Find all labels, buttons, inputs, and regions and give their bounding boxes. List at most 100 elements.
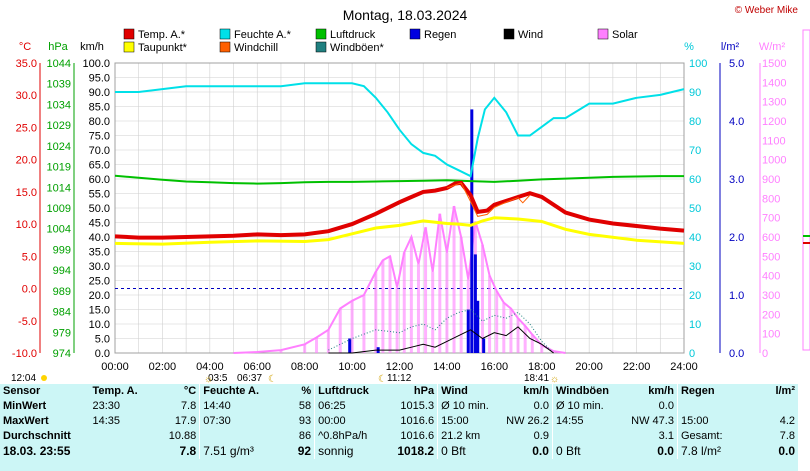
tick-label-pressure: 1044 — [47, 58, 71, 70]
legend-swatch-feuchte-a — [219, 28, 231, 40]
tick-label-solar: 900 — [762, 174, 780, 186]
rain-bar — [482, 338, 486, 353]
tick-label-humidity: 20 — [689, 290, 701, 302]
series-line-luftdruck — [114, 174, 684, 185]
table-cell: 15:00 — [676, 414, 752, 429]
tick-label-temp: 30.0 — [16, 90, 37, 102]
table-cell: 1015.3 — [400, 400, 435, 412]
tick-label-wind: 75.0 — [89, 131, 110, 143]
table-cell: 1016.6 — [400, 415, 435, 427]
tick-label-wind: 55.0 — [89, 189, 110, 201]
table-cell: ^0.8hPa/h — [314, 429, 387, 444]
tick-label-wind: 65.0 — [89, 160, 110, 172]
tick-label-pressure: 1024 — [47, 141, 71, 153]
header-rain-unit: l/m² — [775, 385, 795, 397]
table-cell — [676, 399, 752, 414]
sun-time-label: 03:5 — [208, 373, 228, 384]
table-cell: 15:00 — [437, 414, 502, 429]
legend-swatch-regen — [409, 28, 421, 40]
tick-label-solar: 0 — [762, 348, 768, 360]
header-wind-unit: km/h — [523, 385, 549, 397]
tick-label-wind: 10.0 — [89, 319, 110, 331]
x-tick-label: 06:00 — [243, 361, 271, 373]
table-cell: 7.8 — [180, 400, 197, 412]
header-humidity: Feuchte A. — [199, 384, 278, 399]
tick-label-wind: 40.0 — [89, 232, 110, 244]
tick-label-solar: 800 — [762, 193, 780, 205]
header-sensor: Sensor — [3, 385, 41, 397]
table-cell: sonnig — [314, 444, 387, 459]
table-cell: 14:35 — [92, 415, 120, 427]
table-cell: 0.0 — [657, 444, 674, 458]
x-tick-label: 08:00 — [291, 361, 319, 373]
table-cell: 06:25 — [314, 399, 387, 414]
tick-label-pressure: 1019 — [47, 162, 71, 174]
tick-label-temp: 35.0 — [16, 58, 37, 70]
table-cell — [89, 444, 160, 459]
sun-moon-icon: ☾ — [268, 374, 277, 384]
tick-label-solar: 200 — [762, 309, 780, 321]
tick-label-wind: 100.0 — [82, 58, 110, 70]
right-edge-gauge — [802, 29, 810, 351]
x-tick-label: 22:00 — [623, 361, 651, 373]
legend-label-solar: Solar — [612, 29, 638, 41]
tick-label-wind: 25.0 — [89, 276, 110, 288]
tick-label-pressure: 999 — [53, 244, 71, 256]
statistics-panel — [0, 384, 798, 471]
header-pressure-unit: hPa — [413, 385, 435, 397]
sun-time-label: 18:41 — [524, 373, 549, 384]
tick-label-rain: 1.0 — [729, 290, 744, 302]
x-tick-label: 24:00 — [670, 361, 698, 373]
legend-label-feuchte-a: Feuchte A.* — [234, 29, 292, 41]
tick-label-wind: 35.0 — [89, 247, 110, 259]
series-line-wind — [328, 326, 554, 354]
table-cell: 17.9 — [174, 415, 197, 427]
table-cell: 21.2 km — [437, 429, 502, 444]
sun-time-label: 11:12 — [387, 373, 412, 384]
tick-label-solar: 300 — [762, 290, 780, 302]
tick-label-pressure: 994 — [53, 265, 71, 277]
tick-label-solar: 500 — [762, 251, 780, 263]
row-label: Durchschnitt — [3, 430, 71, 442]
tick-label-solar: 700 — [762, 213, 780, 225]
table-row-min: MinWert 23:30 7.8 14:40 58 06:25 1015.3 … — [0, 399, 798, 414]
tick-label-wind: 20.0 — [89, 290, 110, 302]
tick-label-rain: 2.0 — [729, 232, 744, 244]
legend-label-luftdruck: Luftdruck — [330, 29, 376, 41]
table-cell — [751, 399, 798, 414]
legend-label-regen: Regen — [424, 29, 456, 41]
tick-label-solar: 1500 — [762, 58, 786, 70]
x-tick-label: 14:00 — [433, 361, 461, 373]
tick-label-wind: 50.0 — [89, 203, 110, 215]
table-cell: 1018.2 — [397, 444, 435, 458]
plot-frame — [114, 62, 685, 354]
table-cell: 0.0 — [532, 444, 549, 458]
header-rain: Regen — [676, 384, 752, 399]
legend-label-wind: Wind — [518, 29, 543, 41]
table-cell: 7.8 — [779, 430, 795, 442]
tick-label-rain: 4.0 — [729, 116, 744, 128]
x-tick-label: 18:00 — [528, 361, 556, 373]
table-cell: 93 — [298, 415, 312, 427]
tick-label-pressure: 979 — [53, 327, 71, 339]
table-header-row: Sensor Temp. A. °C Feuchte A. % Luftdruc… — [0, 384, 798, 399]
axis-unit-wind: km/h — [80, 41, 104, 53]
tick-label-temp: 0.0 — [22, 284, 37, 296]
table-cell: 4.2 — [779, 415, 795, 427]
series-line-solar — [233, 205, 566, 354]
axis-unit-pressure: hPa — [48, 41, 68, 53]
tick-label-solar: 1300 — [762, 97, 786, 109]
table-cell: Ø 10 min. — [437, 399, 502, 414]
table-cell: 0 Bft — [437, 444, 502, 459]
tick-label-wind: 60.0 — [89, 174, 110, 186]
table-cell: 0.0 — [533, 400, 549, 412]
table-cell: 7.51 g/m³ — [199, 444, 278, 459]
x-tick-label: 12:00 — [386, 361, 414, 373]
tick-label-solar: 1200 — [762, 116, 786, 128]
tick-label-humidity: 40 — [689, 232, 701, 244]
rain-bar — [476, 300, 480, 353]
tick-label-pressure: 989 — [53, 286, 71, 298]
table-cell: 14:55 — [551, 414, 621, 429]
tick-label-rain: 0.0 — [729, 348, 744, 360]
tick-label-wind: 15.0 — [89, 305, 110, 317]
